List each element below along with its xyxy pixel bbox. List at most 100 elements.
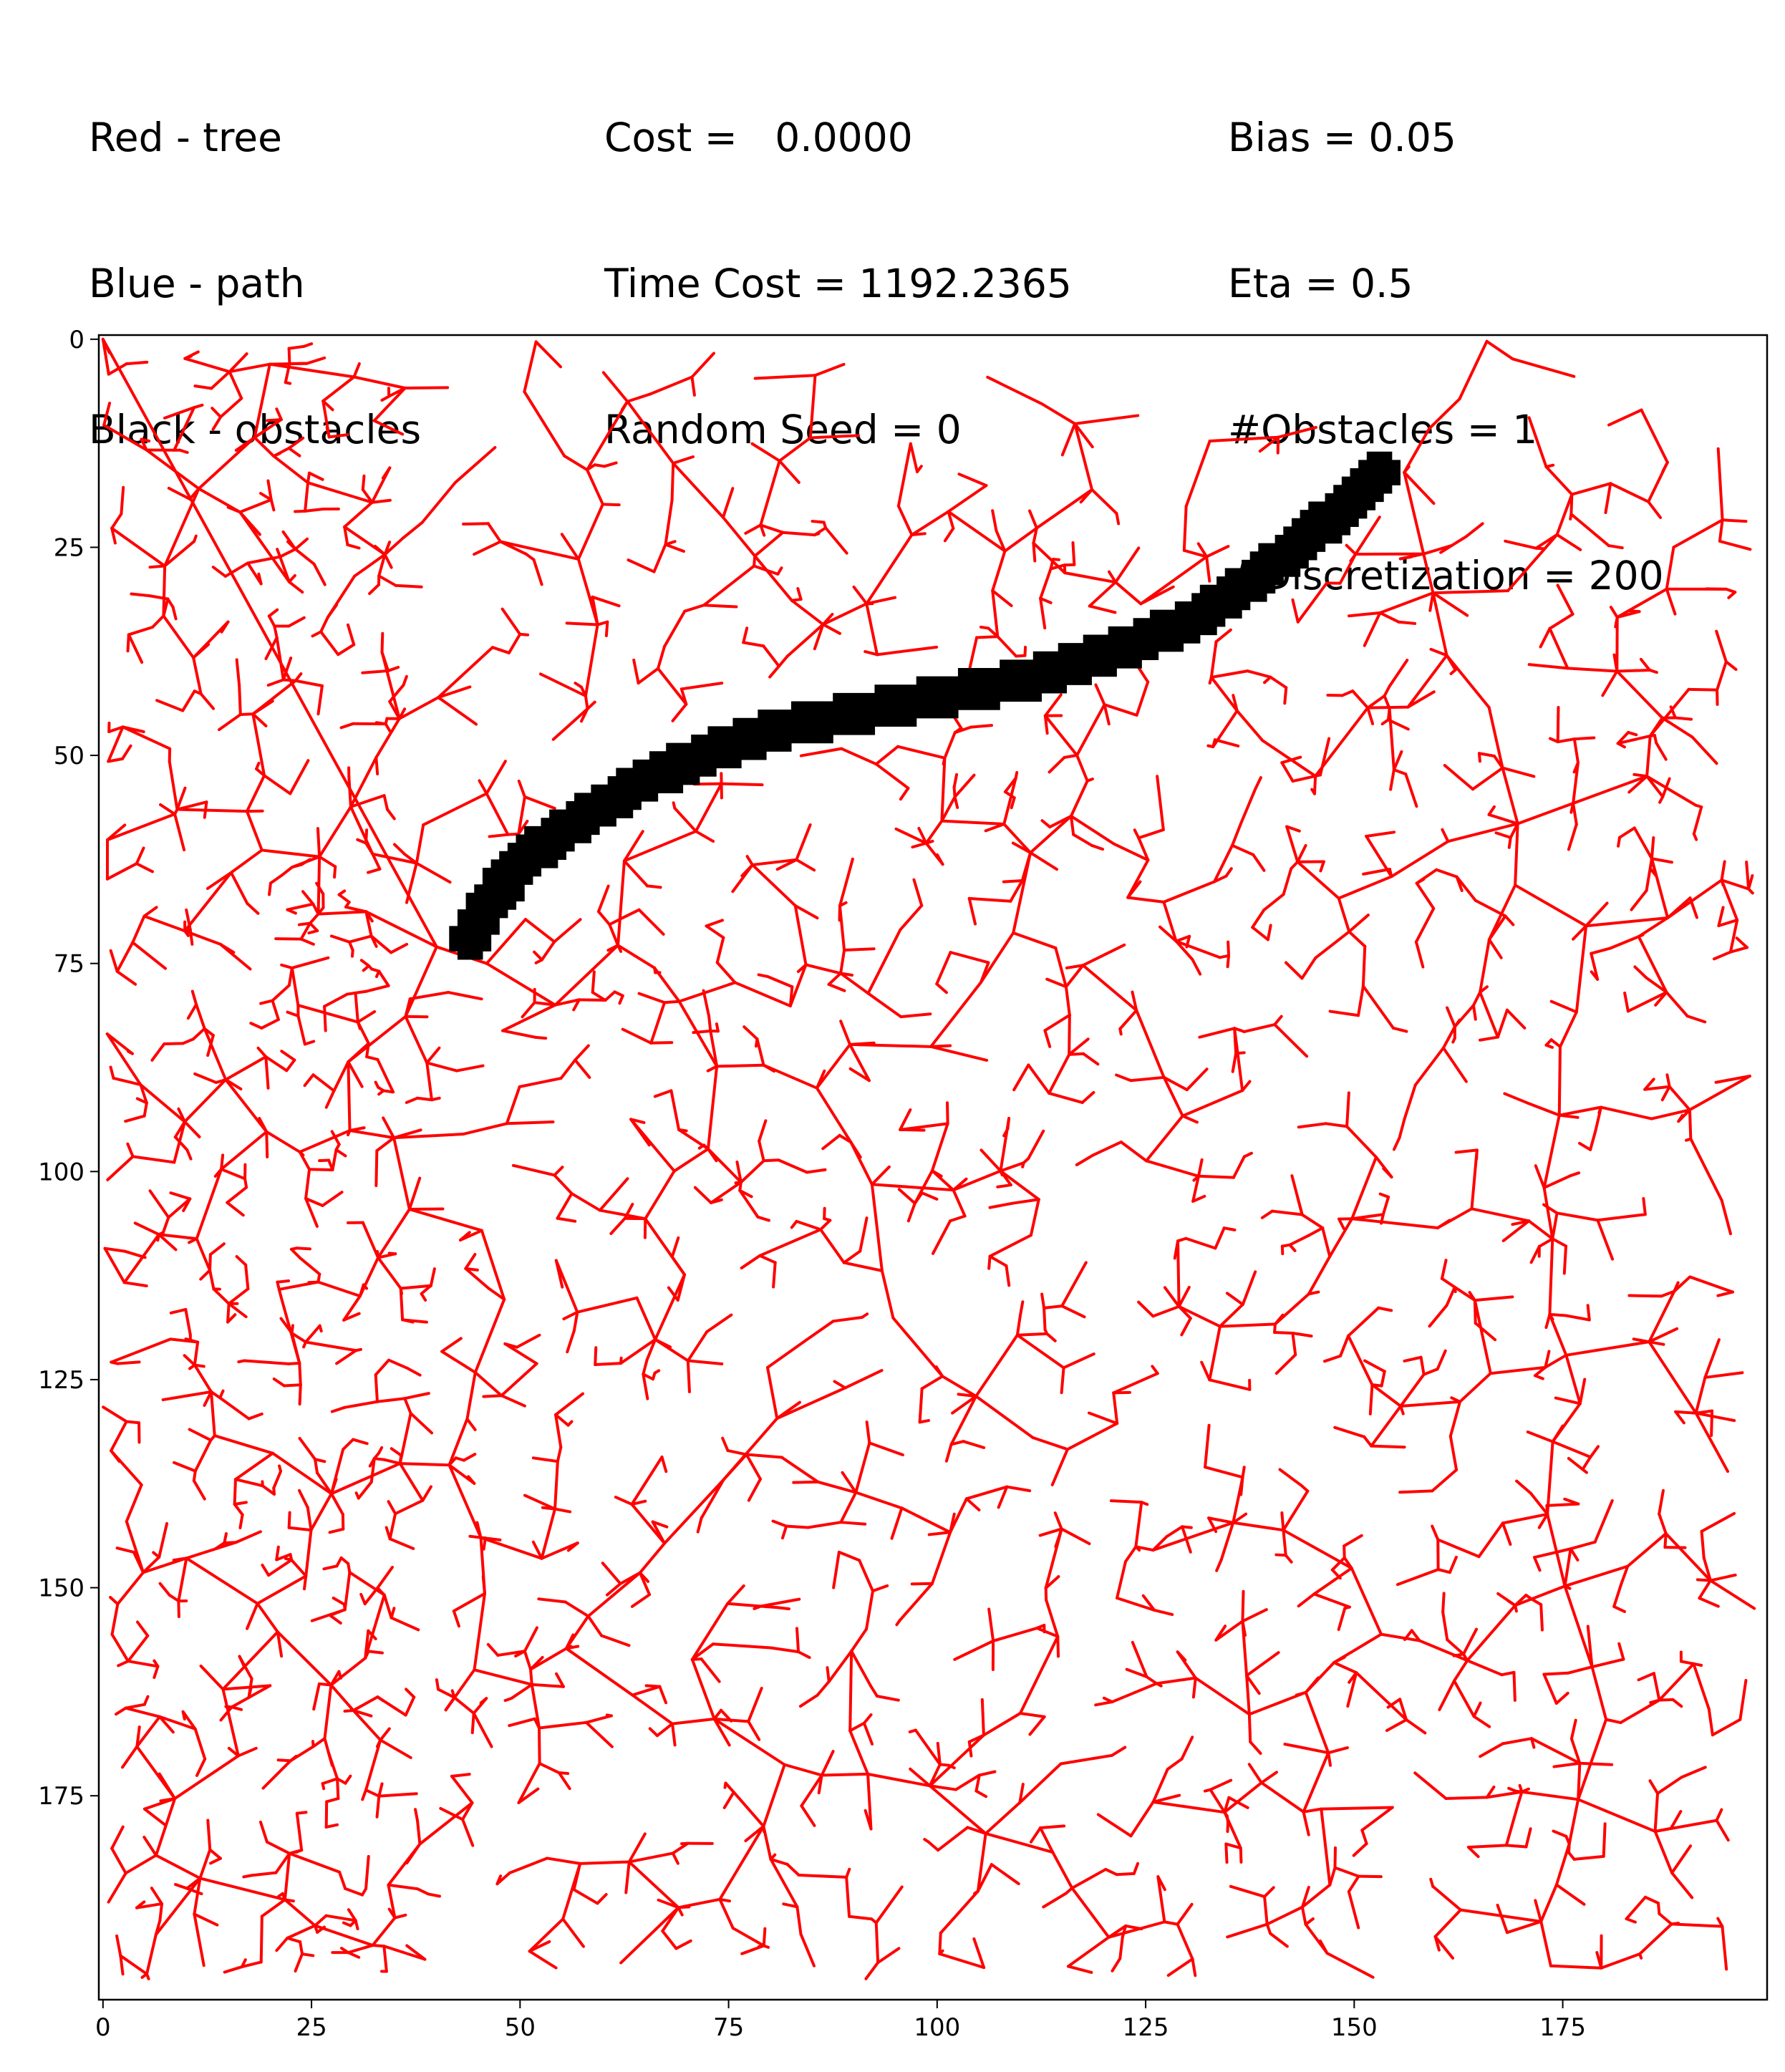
tree-edge [1445, 654, 1457, 672]
tree-edge [186, 1002, 198, 1020]
obstacle-cell [1158, 634, 1167, 644]
tree-edge [1162, 880, 1216, 904]
obstacle-cell [699, 768, 709, 777]
tree-edge [1261, 739, 1317, 778]
tree-edge [193, 1438, 213, 1473]
obstacle-cell [682, 776, 692, 785]
obstacle-cell [607, 776, 616, 785]
tree-edge [1477, 1521, 1504, 1559]
tree-edge [1563, 1547, 1572, 1588]
tree-edge [1501, 1521, 1512, 1546]
tree-edge [1327, 1751, 1332, 1767]
tree-edge [1209, 669, 1249, 679]
tree-edge [1431, 591, 1469, 617]
tree-edge [1542, 1203, 1559, 1215]
tree-edge [1422, 552, 1435, 595]
obstacle-cell [1233, 609, 1242, 619]
tree-edge [1439, 543, 1453, 554]
tree-edge [815, 1042, 852, 1090]
obstacle-cell [482, 909, 492, 919]
tree-edge [957, 1393, 978, 1398]
obstacle-cell [557, 818, 566, 827]
tree-edge [1542, 1671, 1569, 1676]
obstacle-cell [924, 701, 934, 710]
tree-edge [284, 381, 292, 385]
tree-edge [758, 1228, 823, 1257]
obstacle-cell [616, 809, 625, 818]
tree-edge [280, 963, 294, 969]
obstacle-cell [916, 701, 925, 710]
obstacle-cell [790, 717, 800, 727]
tree-edge [294, 1952, 304, 1973]
tree-edge [778, 436, 812, 463]
tree-edge [309, 1492, 333, 1532]
obstacle-cell [474, 926, 483, 935]
tree-edge [1260, 1209, 1274, 1219]
tree-edge [1273, 1023, 1309, 1058]
obstacle-cell [916, 692, 925, 702]
tree-edge [1443, 763, 1475, 791]
tree-edge [390, 1607, 396, 1620]
tree-edge [750, 863, 797, 907]
tree-edge [896, 442, 912, 508]
tree-edge [188, 1428, 213, 1442]
tree-edge [718, 1897, 735, 1930]
tree-edge [1174, 939, 1222, 959]
tree-edge [1177, 1304, 1222, 1328]
tree-edge [1363, 1359, 1386, 1373]
obstacle-cell [741, 735, 750, 744]
tree-edge [952, 773, 959, 789]
tree-edge [1296, 860, 1340, 900]
tree-edge [1658, 1488, 1665, 1516]
tree-edge [1060, 1366, 1065, 1395]
obstacle-cell [874, 684, 884, 694]
obstacle-cell [858, 701, 867, 710]
tree-edge [1645, 775, 1665, 798]
tree-edge [967, 1733, 985, 1743]
tree-edge [1466, 1604, 1517, 1662]
obstacle-cell [808, 735, 817, 744]
tree-edge [415, 861, 452, 884]
tree-edge [1717, 919, 1739, 927]
obstacle-cell [849, 717, 858, 727]
tree-edge [556, 1192, 574, 1220]
tree-edge [692, 1030, 712, 1035]
tree-edge [377, 574, 397, 587]
obstacle-cell [924, 684, 934, 694]
tree-edge [1002, 1127, 1010, 1138]
tree-edge [679, 687, 688, 706]
tree-edge [173, 1120, 186, 1139]
tree-edge [898, 1582, 934, 1622]
tree-edge [335, 1556, 343, 1568]
obstacle-cell [457, 909, 467, 919]
tree-edge [1665, 587, 1677, 616]
tree-edge [706, 1065, 719, 1151]
obstacle-cell [1325, 510, 1334, 519]
tree-edge [1269, 1932, 1289, 1948]
obstacle-cell [1133, 643, 1142, 652]
obstacle-cell [891, 717, 900, 727]
obstacle-cell [1191, 601, 1201, 611]
tree-edge [1445, 654, 1491, 709]
tree-edge [1023, 645, 1027, 657]
tree-edge [585, 463, 596, 472]
obstacle-cell [908, 701, 917, 710]
tree-edge [364, 1788, 381, 1798]
obstacle-cell [1199, 609, 1209, 619]
tree-edge [1116, 1560, 1127, 1600]
tree-edge [651, 1520, 669, 1529]
obstacle-cell [599, 809, 609, 818]
tree-edge [1578, 1761, 1614, 1766]
tree-edge [154, 1797, 177, 1857]
tree-edge [1181, 1089, 1244, 1118]
tree-edge [1415, 881, 1436, 910]
tree-edge [260, 1018, 280, 1030]
obstacle-cell [716, 726, 725, 735]
tree-edge [1366, 694, 1386, 710]
tree-edge [1333, 1425, 1366, 1438]
tree-edge [238, 498, 273, 514]
tree-edge [1552, 1829, 1568, 1838]
tree-edge [967, 896, 977, 926]
tree-edge [1514, 1584, 1567, 1607]
tree-edge [218, 1396, 251, 1420]
